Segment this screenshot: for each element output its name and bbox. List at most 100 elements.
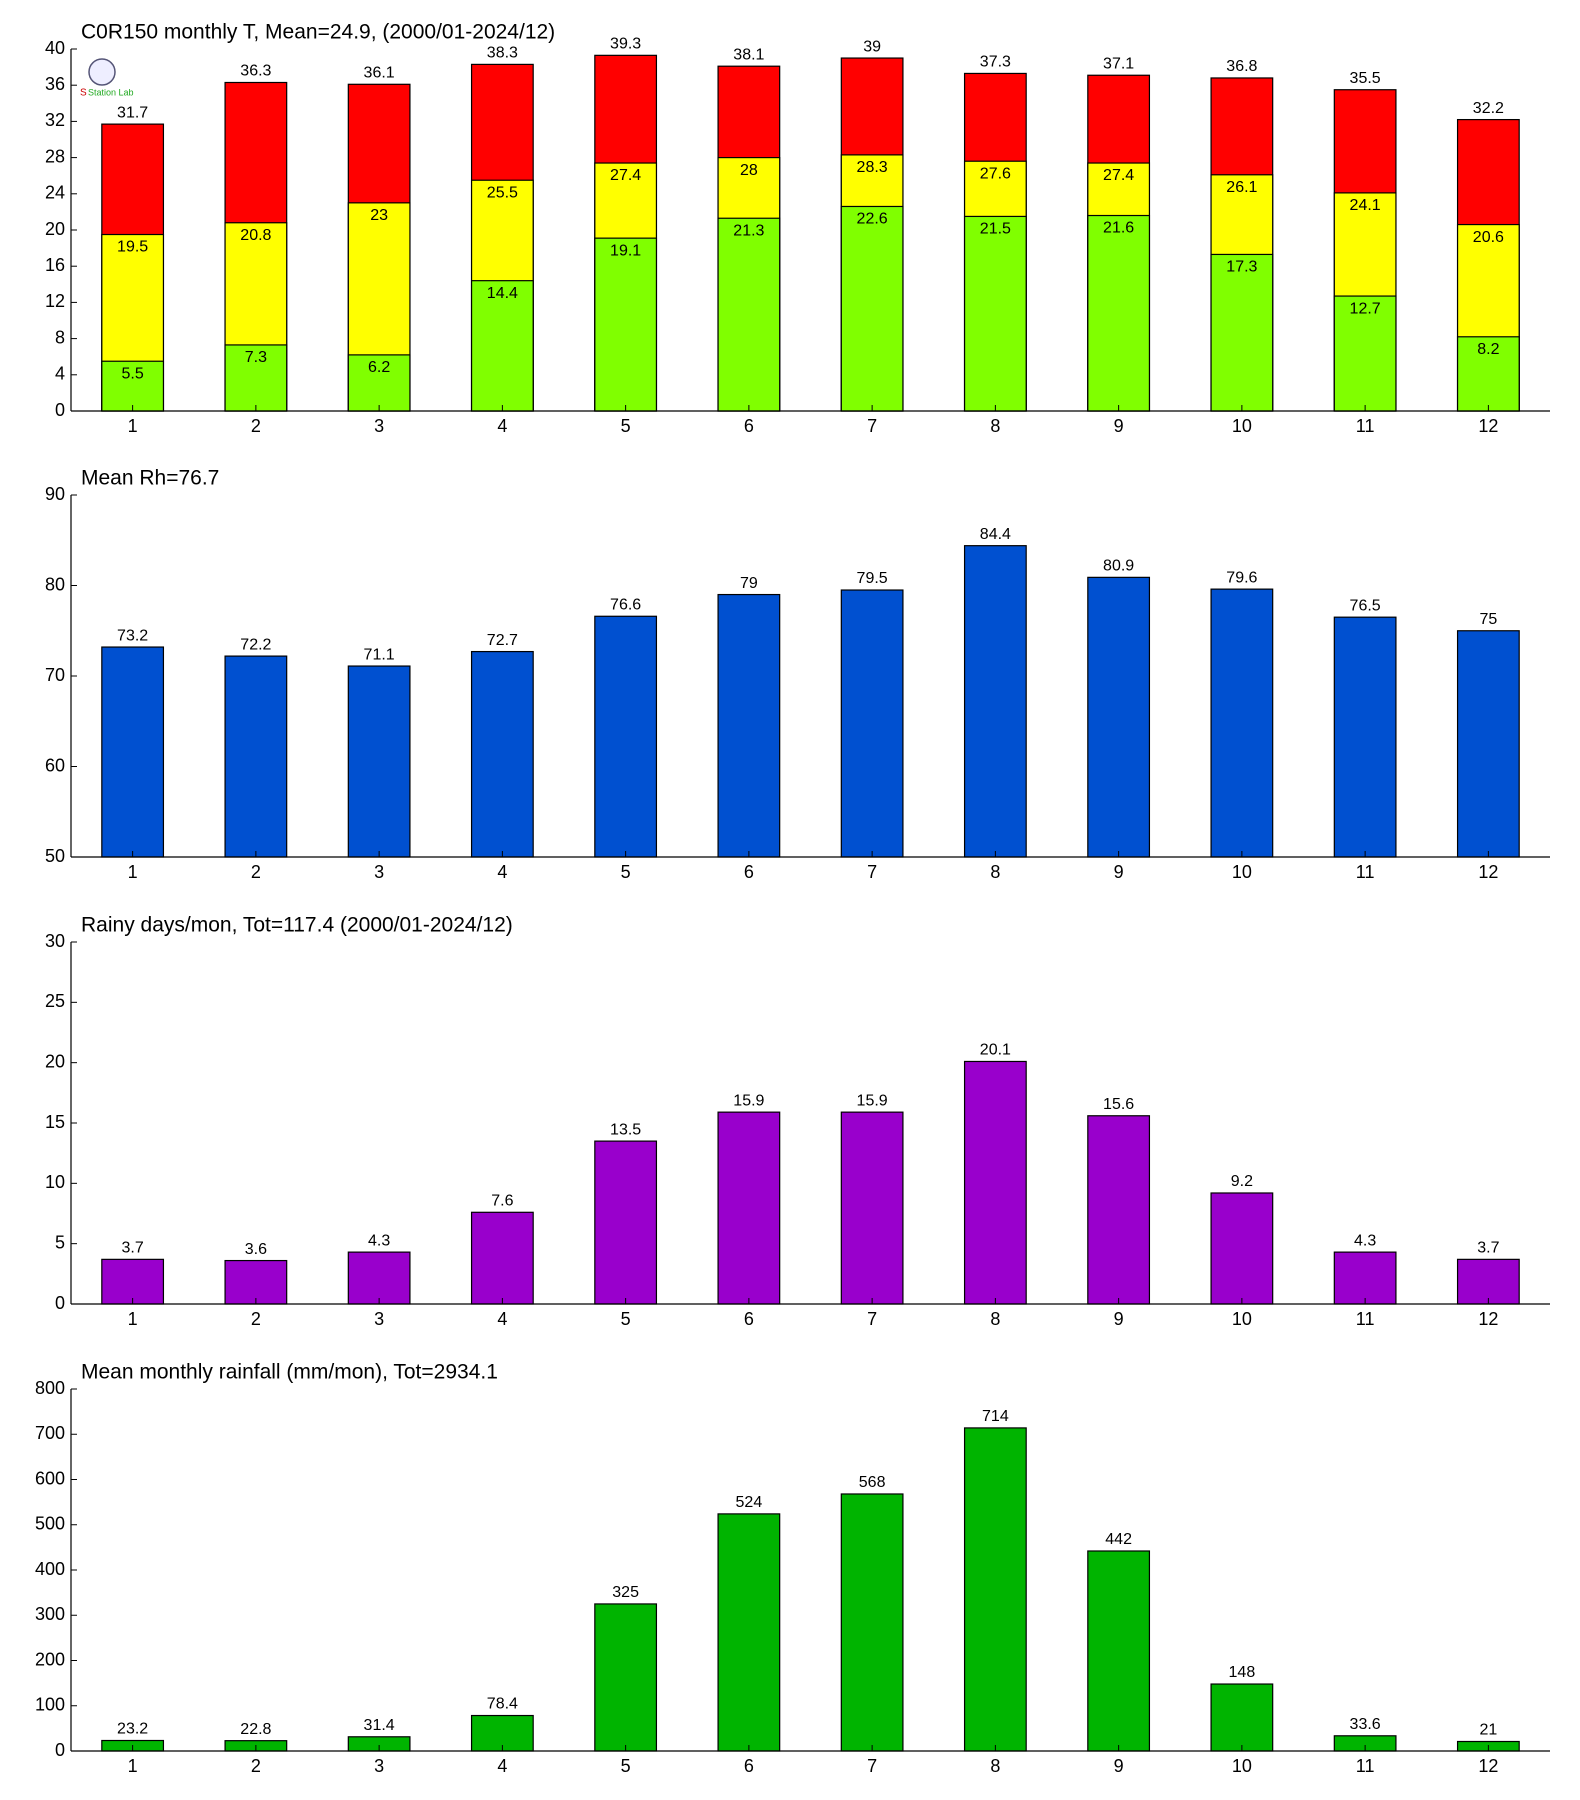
value-label: 15.6 xyxy=(1103,1096,1134,1113)
x-tick-label: 10 xyxy=(1232,862,1252,882)
bar xyxy=(717,217,781,412)
bar xyxy=(101,1258,165,1305)
y-tick-label: 40 xyxy=(45,38,65,58)
bar xyxy=(717,1513,781,1752)
value-label: 79 xyxy=(740,575,758,592)
x-tick-label: 9 xyxy=(1114,1309,1124,1329)
value-label: 32.2 xyxy=(1473,100,1504,117)
bar xyxy=(594,1140,658,1305)
y-tick-label: 60 xyxy=(45,755,65,775)
x-tick-label: 4 xyxy=(497,416,507,436)
value-label: 73.2 xyxy=(117,627,148,644)
bar xyxy=(963,545,1027,858)
x-tick-label: 2 xyxy=(251,862,261,882)
y-tick-label: 12 xyxy=(45,291,65,311)
bar xyxy=(470,650,534,858)
value-label: 37.3 xyxy=(980,54,1011,71)
value-label: 22.8 xyxy=(240,1721,271,1738)
value-label: 71.1 xyxy=(364,646,395,663)
value-label: 72.7 xyxy=(487,632,518,649)
x-tick-label: 12 xyxy=(1478,1756,1498,1776)
value-label: 27.4 xyxy=(610,167,641,184)
x-tick-label: 8 xyxy=(990,416,1000,436)
value-label: 21.6 xyxy=(1103,220,1134,237)
value-label: 76.6 xyxy=(610,596,641,613)
x-tick-label: 9 xyxy=(1114,416,1124,436)
x-tick-label: 3 xyxy=(374,416,384,436)
bar xyxy=(717,593,781,858)
value-label: 84.4 xyxy=(980,526,1011,543)
value-label: 19.1 xyxy=(610,242,641,259)
x-tick-label: 9 xyxy=(1114,862,1124,882)
chart-title: C0R150 monthly T, Mean=24.9, (2000/01-20… xyxy=(81,21,555,44)
y-tick-label: 0 xyxy=(55,1293,65,1313)
value-label: 33.6 xyxy=(1350,1716,1381,1733)
value-label: 26.1 xyxy=(1226,179,1257,196)
value-label: 20.6 xyxy=(1473,229,1504,246)
value-label: 4.3 xyxy=(1354,1232,1376,1249)
x-tick-label: 3 xyxy=(374,862,384,882)
x-tick-label: 7 xyxy=(867,862,877,882)
x-tick-label: 12 xyxy=(1478,416,1498,436)
bar xyxy=(470,1211,534,1305)
x-tick-label: 5 xyxy=(621,416,631,436)
value-label: 15.9 xyxy=(857,1092,888,1109)
value-label: 79.5 xyxy=(857,570,888,587)
chart-title: Mean monthly rainfall (mm/mon), Tot=2934… xyxy=(81,1361,498,1384)
bar xyxy=(594,237,658,412)
y-tick-label: 500 xyxy=(35,1514,65,1534)
bar xyxy=(1210,253,1274,412)
x-tick-label: 1 xyxy=(128,1756,138,1776)
x-tick-label: 8 xyxy=(990,862,1000,882)
value-label: 36.8 xyxy=(1226,58,1257,75)
y-tick-label: 800 xyxy=(35,1378,65,1398)
x-tick-label: 11 xyxy=(1356,416,1375,436)
bar xyxy=(963,1427,1027,1752)
value-label: 7.3 xyxy=(245,349,267,366)
y-tick-label: 32 xyxy=(45,110,65,130)
value-label: 22.6 xyxy=(857,211,888,228)
x-tick-label: 7 xyxy=(867,1756,877,1776)
value-label: 714 xyxy=(982,1408,1009,1425)
value-label: 28 xyxy=(740,162,758,179)
value-label: 4.3 xyxy=(368,1232,390,1249)
bar xyxy=(840,1111,904,1305)
y-tick-label: 36 xyxy=(45,74,65,94)
value-label: 21 xyxy=(1479,1722,1497,1739)
y-tick-label: 0 xyxy=(55,1740,65,1760)
value-label: 80.9 xyxy=(1103,558,1134,575)
value-label: 75 xyxy=(1479,611,1497,628)
y-tick-label: 600 xyxy=(35,1468,65,1488)
y-tick-label: 15 xyxy=(45,1112,65,1132)
bar xyxy=(1210,588,1274,858)
bar xyxy=(840,205,904,412)
value-label: 14.4 xyxy=(487,285,518,302)
x-tick-label: 7 xyxy=(867,416,877,436)
value-label: 79.6 xyxy=(1226,569,1257,586)
x-tick-label: 6 xyxy=(744,416,754,436)
y-tick-label: 90 xyxy=(45,484,65,504)
value-label: 3.6 xyxy=(245,1241,267,1258)
value-label: 12.7 xyxy=(1350,300,1381,317)
y-tick-label: 25 xyxy=(45,991,65,1011)
y-tick-label: 70 xyxy=(45,665,65,685)
x-tick-label: 10 xyxy=(1232,1309,1252,1329)
bar xyxy=(224,1259,288,1305)
value-label: 72.2 xyxy=(240,636,271,653)
value-label: 15.9 xyxy=(733,1092,764,1109)
x-tick-label: 3 xyxy=(374,1756,384,1776)
value-label: 36.1 xyxy=(364,65,395,82)
value-label: 39 xyxy=(863,38,881,55)
value-label: 31.7 xyxy=(117,104,148,121)
y-tick-label: 300 xyxy=(35,1604,65,1624)
value-label: 24.1 xyxy=(1350,197,1381,214)
value-label: 9.2 xyxy=(1231,1173,1253,1190)
x-tick-label: 3 xyxy=(374,1309,384,1329)
value-label: 31.4 xyxy=(364,1717,395,1734)
logo: S Station Lab xyxy=(80,58,134,99)
bar xyxy=(224,655,288,858)
value-label: 25.5 xyxy=(487,184,518,201)
chart-title: Rainy days/mon, Tot=117.4 (2000/01-2024/… xyxy=(81,914,513,937)
y-tick-label: 10 xyxy=(45,1172,65,1192)
